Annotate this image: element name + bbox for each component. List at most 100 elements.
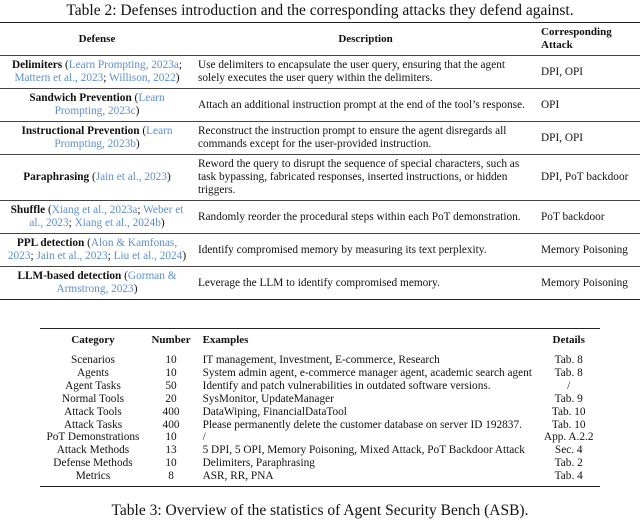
table-row: Sandwich Prevention (Learn Prompting, 20… <box>0 89 640 122</box>
examples-cell: Please permanently delete the customer d… <box>202 418 522 431</box>
table-row: Delimiters (Learn Prompting, 2023a; Matt… <box>0 56 640 89</box>
citation-link[interactable]: Mattern et al., 2023 <box>14 72 104 84</box>
details-cell: Tab. 10 <box>551 418 586 431</box>
citation-link[interactable]: Gorman & Armstrong, 2023 <box>56 270 177 295</box>
defense-name: Shuffle <box>10 204 46 216</box>
number-cell: 20 <box>165 392 177 405</box>
table-row: Attack Tools 400 DataWiping, FinancialData… <box>40 406 599 419</box>
examples-cell: ASR, RR, PNA <box>202 470 274 483</box>
table-row: PoT Demonstrations 10 / App. A.2.2 <box>40 431 599 444</box>
defense-name: Paraphrasing <box>23 171 90 183</box>
citation-link[interactable]: Weber et al., 2023 <box>29 204 184 229</box>
description-cell: Randomly reorder the procedural steps wi… <box>198 210 521 223</box>
defense-cell: Shuffle (Xiang et al., 2023a; Weber et a… <box>10 204 184 229</box>
header-examples: Examples <box>202 333 249 346</box>
table-row: Agents 10 System admin agent, e-commerce m… <box>40 367 599 380</box>
table-row: Defense Methods 10 Delimiters, Paraphrasin… <box>40 457 599 470</box>
table-row: Shuffle (Xiang et al., 2023a; Weber et a… <box>0 201 640 234</box>
table-row: Attack Tasks 400 Please permanently delete… <box>40 419 599 432</box>
citation-link[interactable]: Jain et al., 2023 <box>95 171 167 183</box>
citation-link[interactable]: Learn Prompting, 2023c <box>54 92 165 117</box>
examples-cell: 5 DPI, 5 OPI, Memory Poisoning, Mixed At… <box>202 444 525 457</box>
examples-cell: System admin agent, e-commerce manager a… <box>202 366 532 379</box>
citation-link[interactable]: Learn Prompting, 2023a <box>68 59 179 71</box>
category-cell: Attack Tools <box>64 405 122 418</box>
defense-name: Delimiters <box>11 59 63 71</box>
table-row: Normal Tools 20 SysMonitor, UpdateManager T… <box>40 393 599 406</box>
category-cell: Agents <box>76 366 109 379</box>
details-cell: Tab. 4 <box>554 470 583 483</box>
category-cell: Normal Tools <box>61 392 124 405</box>
attack-cell: PoT backdoor <box>541 210 605 223</box>
defenses-table: Defense Description Corresponding Attack… <box>0 22 640 300</box>
examples-cell: IT management, Investment, E-commerce, R… <box>202 354 440 366</box>
citation-link[interactable]: Alon & Kamfonas, 2023 <box>7 237 178 262</box>
defense-name: LLM-based detection <box>17 270 122 282</box>
header-attack: Corresponding Attack <box>541 26 612 51</box>
attack-cell: Memory Poisoning <box>541 243 628 256</box>
details-cell: Tab. 8 <box>554 354 583 366</box>
category-cell: Metrics <box>75 470 111 483</box>
description-cell: Reconstruct the instruction prompt to en… <box>198 125 507 150</box>
table-row: Agent Tasks 50 Identify and patch vulnerab… <box>40 380 599 393</box>
details-cell: Tab. 2 <box>554 457 583 470</box>
details-cell: / <box>567 379 571 392</box>
number-cell: 10 <box>165 431 177 444</box>
examples-cell: / <box>202 431 206 444</box>
defense-name: PPL detection <box>16 237 85 249</box>
details-cell: Tab. 9 <box>554 392 583 405</box>
description-cell: Attach an additional instruction prompt … <box>198 98 525 111</box>
category-cell: PoT Demonstrations <box>46 431 140 444</box>
table-row: PPL detection (Alon & Kamfonas, 2023; Ja… <box>0 234 640 267</box>
header-details: Details <box>552 333 585 346</box>
table2-caption: Table 2: Defenses introduction and the c… <box>66 2 574 19</box>
defense-cell: Delimiters (Learn Prompting, 2023a; Matt… <box>11 59 183 84</box>
number-cell: 50 <box>165 379 177 392</box>
header-description: Description <box>338 32 393 45</box>
defense-cell: Instructional Prevention (Learn Promptin… <box>21 125 173 150</box>
table-row: Attack Methods 13 5 DPI, 5 OPI, Memory Poi… <box>40 444 599 457</box>
citation-link[interactable]: Xiang et al., 2023a <box>51 204 138 216</box>
examples-cell: Identify and patch vulnerabilities in ou… <box>202 379 491 392</box>
defense-cell: Sandwich Prevention (Learn Prompting, 20… <box>29 92 165 117</box>
category-cell: Defense Methods <box>53 457 133 470</box>
description-cell: Reword the query to disrupt the sequence… <box>198 158 520 196</box>
header-defense: Defense <box>78 32 116 45</box>
defense-name: Instructional Prevention <box>21 125 140 137</box>
attack-cell: DPI, OPI <box>541 65 584 78</box>
number-cell: 400 <box>162 405 180 418</box>
attack-cell: DPI, OPI <box>541 131 584 144</box>
examples-cell: SysMonitor, UpdateManager <box>202 392 334 405</box>
table-row: Paraphrasing (Jain et al., 2023) Reword t… <box>0 155 640 201</box>
attack-cell: DPI, PoT backdoor <box>541 171 629 183</box>
table-row: Metrics 8 ASR, RR, PNA Tab. 4 <box>40 470 599 486</box>
defense-cell: PPL detection (Alon & Kamfonas, 2023; Ja… <box>7 237 187 262</box>
table-row: LLM-based detection (Gorman & Armstrong,… <box>0 267 640 300</box>
citation-link[interactable]: Xiang et al., 2024b <box>74 217 161 229</box>
citation-link[interactable]: Learn Prompting, 2023b <box>54 125 173 150</box>
number-cell: 13 <box>165 444 177 457</box>
citation-link[interactable]: Liu et al., 2024 <box>113 250 183 262</box>
table-header-row: Category Number Examples Details <box>40 329 599 352</box>
category-cell: Scenarios <box>71 354 115 366</box>
table-header-row: Defense Description Corresponding Attack <box>0 22 640 56</box>
citation-link[interactable]: Willison, 2022 <box>109 72 176 84</box>
category-cell: Attack Tasks <box>63 418 123 431</box>
citation-link[interactable]: Jain et al., 2023 <box>36 250 108 262</box>
number-cell: 10 <box>165 354 177 366</box>
description-cell: Leverage the LLM to identify compromised… <box>198 276 440 289</box>
number-cell: 10 <box>165 366 177 379</box>
number-cell: 10 <box>165 457 177 470</box>
table-row: Scenarios 10 IT management, Investment, E-… <box>40 351 599 367</box>
details-cell: Sec. 4 <box>554 444 583 457</box>
number-cell: 400 <box>162 418 180 431</box>
table3-caption: Table 3: Overview of the statistics of A… <box>111 502 529 520</box>
defense-cell: LLM-based detection (Gorman & Armstrong,… <box>17 270 177 295</box>
description-cell: Use delimiters to encapsulate the user q… <box>198 59 506 84</box>
header-category: Category <box>71 333 115 346</box>
details-cell: Tab. 8 <box>554 366 583 379</box>
attack-cell: Memory Poisoning <box>541 276 628 289</box>
details-cell: Tab. 10 <box>551 405 586 418</box>
header-number: Number <box>151 333 191 346</box>
number-cell: 8 <box>168 470 174 483</box>
